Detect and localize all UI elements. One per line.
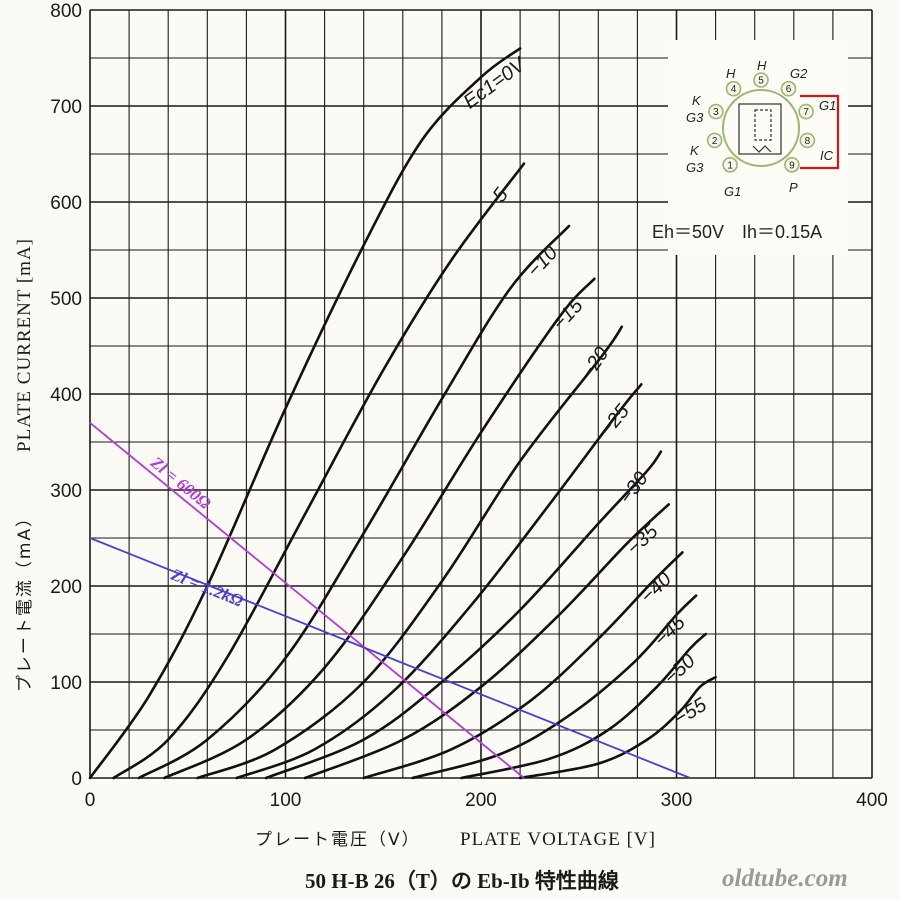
pin-label: K [692, 93, 702, 108]
curve-label: −50 [660, 650, 700, 689]
load-line-label: Zl = 600Ω [146, 452, 214, 513]
y-axis-label-jp: プレート電流（mA） [15, 508, 35, 692]
heater-filament [752, 145, 772, 153]
curve-ec1-minus-45 [411, 594, 698, 780]
curve-ec1-minus-35 [303, 503, 670, 780]
watermark: oldtube.com [722, 865, 848, 892]
base-diagram: 1 2 3 4 5 6 7 8 9 G1 K G3 K G3 H H G2 G1 IC P [686, 58, 840, 199]
pin-label: G2 [790, 66, 808, 81]
x-tick-labels: 0 100 200 300 400 [85, 790, 888, 811]
x-axis-label-jp: プレート電圧（V） [255, 830, 421, 850]
curve-ec1-minus-5 [112, 162, 526, 780]
curve-ec1-minus-50 [460, 632, 708, 780]
pin-number: 6 [786, 84, 792, 95]
base-pin [798, 103, 814, 120]
pin-label: IC [820, 148, 834, 163]
grid [89, 9, 873, 779]
grid-electrode [754, 109, 772, 141]
base-pin [725, 80, 742, 97]
curve-label: −40 [636, 568, 676, 607]
pin-number: 8 [805, 136, 811, 147]
curve-label: −10 [523, 242, 562, 282]
electrode-outline [738, 103, 782, 155]
curve-ec1-minus-30 [264, 450, 663, 780]
x-tick-label: 400 [856, 790, 888, 811]
pin-number: 9 [789, 160, 795, 171]
plate-curves [88, 47, 717, 780]
pin-label: K [690, 143, 700, 158]
x-tick-label: 100 [270, 790, 302, 811]
heater-rating: Eh＝50V Ih＝0.15A [652, 222, 822, 242]
y-tick-label: 500 [50, 289, 82, 310]
y-tick-label: 800 [50, 1, 82, 22]
tube-base-inset: 1 2 3 4 5 6 7 8 9 G1 K G3 K G3 H H G2 G1 IC P Eh＝50V Ih＝0.1… [652, 40, 848, 255]
pin-number: 2 [712, 136, 718, 147]
pin-label: H [757, 58, 767, 73]
pin-label: H [726, 66, 736, 81]
base-pin [706, 132, 723, 149]
external-link-wire [800, 94, 840, 170]
pin-label: G1 [724, 184, 741, 199]
y-tick-label: 300 [50, 481, 82, 502]
y-tick-label: 100 [50, 673, 82, 694]
pin-number: 1 [727, 160, 733, 171]
curve-label: −30 [615, 468, 653, 508]
load-line [89, 422, 525, 779]
curve-ec1-minus-55 [518, 675, 717, 780]
y-tick-label: 200 [50, 577, 82, 598]
x-axis-label: PLATE VOLTAGE [V] [460, 829, 656, 850]
pin-label: P [789, 180, 798, 195]
y-tick-label: 0 [71, 769, 82, 790]
base-pin [722, 157, 738, 173]
y-tick-label: 600 [50, 193, 82, 214]
pin-number: 7 [803, 107, 809, 118]
x-tick-label: 300 [661, 790, 693, 811]
curve-label: −35 [623, 520, 663, 560]
pin-number: 5 [758, 76, 764, 87]
curve-ec1-minus-40 [362, 551, 684, 780]
y-axis-label: PLATE CURRENT [mA] [14, 238, 35, 452]
base-pin [784, 157, 800, 173]
pin-number: 4 [731, 84, 737, 95]
curve-ec1-minus-10 [137, 224, 571, 780]
pin-label: G1 [819, 98, 836, 113]
x-tick-label: 200 [465, 790, 497, 811]
pin-number: 3 [713, 107, 719, 118]
x-tick-label: 0 [85, 790, 96, 811]
y-tick-labels: 0 100 200 300 400 500 600 700 800 [50, 1, 82, 790]
base-pin [708, 103, 724, 120]
tube-envelope [722, 89, 800, 167]
load-line [89, 537, 691, 779]
base-pin [780, 80, 797, 97]
y-tick-label: 700 [50, 97, 82, 118]
curve-ec1-minus-25 [235, 383, 643, 780]
pin-label: G3 [686, 160, 704, 175]
curve-ec1-minus-20 [196, 325, 624, 780]
base-pin [799, 132, 816, 149]
y-tick-label: 400 [50, 385, 82, 406]
pin-label: G3 [686, 110, 704, 125]
base-pin [753, 72, 769, 88]
curve-label: −45 [650, 611, 690, 651]
chart-caption: 50 H-B 26（T）の Eb-Ib 特性曲線 [305, 869, 619, 893]
curve-ec1-0 [88, 47, 522, 780]
curve-label: −15 [548, 294, 588, 335]
curve-ec1-minus-15 [163, 277, 596, 780]
